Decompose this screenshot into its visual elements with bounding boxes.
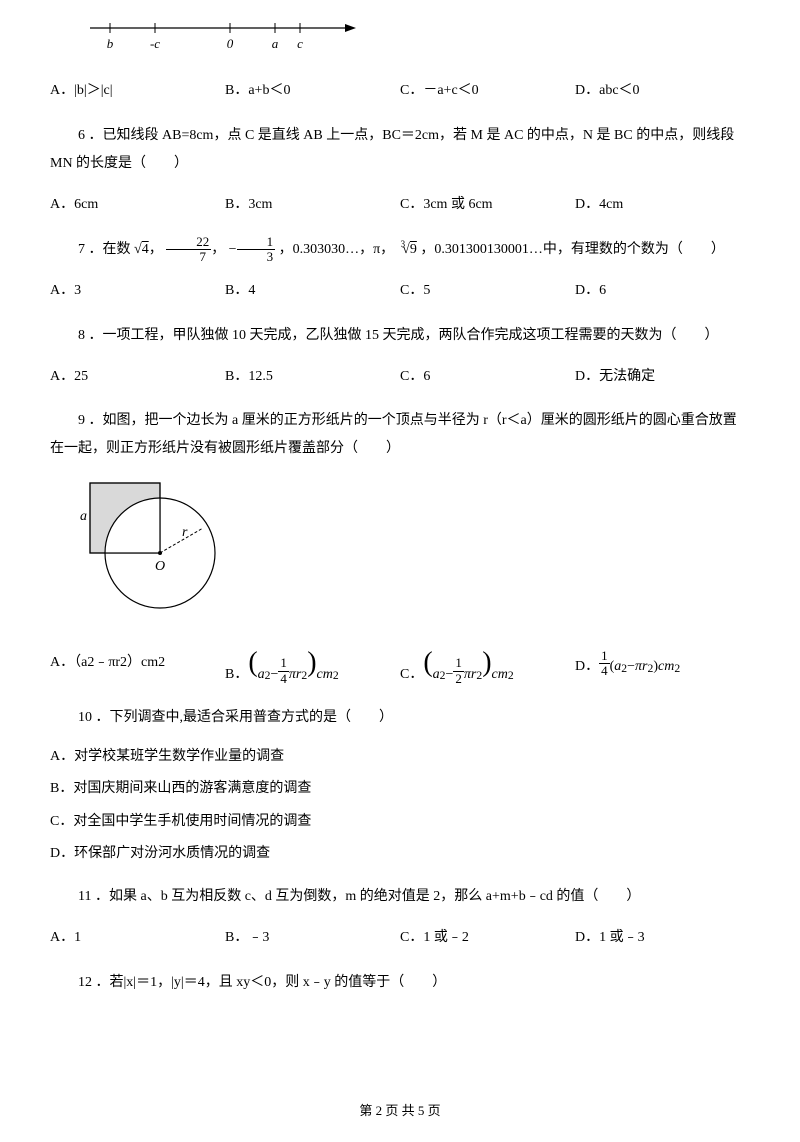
q7-mid: ，0.303030…，π， (279, 242, 395, 257)
q7-text: 7 ．在数 √4， 227， −13 ，0.303030…，π， 3√9 ，0.… (50, 235, 750, 265)
q8-opt-b: B．12.5 (225, 364, 400, 389)
q10-text: 10 ．下列调查中,最适合采用普查方式的是（ ） (50, 704, 750, 732)
q7-opt-c: C．5 (400, 278, 575, 303)
svg-text:r: r (182, 525, 188, 540)
frac-22-7: 227 (166, 235, 211, 265)
q5-opt-d: D．abc＜0 (575, 78, 750, 103)
q11-opt-b: B．﹣3 (225, 925, 400, 950)
svg-text:c: c (297, 36, 303, 51)
svg-text:a: a (272, 36, 279, 51)
q11-opt-d: D．1 或﹣3 (575, 925, 750, 950)
svg-text:0: 0 (227, 36, 234, 51)
q11-options: A．1 B．﹣3 C．1 或﹣2 D．1 或﹣3 (50, 925, 750, 950)
number-line-figure: b -c 0 a c (70, 10, 750, 63)
q6-opt-d: D．4cm (575, 192, 750, 217)
cbrt9: 3√9 (398, 242, 417, 257)
q9-opt-a: A．（a2﹣πr2）cm2 (50, 652, 225, 674)
q10-opt-b: B．对国庆期间来山西的游客满意度的调查 (50, 778, 750, 800)
q9-opt-c: C． (a2 − 12πr2)cm2 (400, 641, 575, 686)
svg-text:O: O (155, 559, 165, 574)
q7-opt-b: B．4 (225, 278, 400, 303)
q8-options: A．25 B．12.5 C．6 D．无法确定 (50, 364, 750, 389)
q8-opt-c: C．6 (400, 364, 575, 389)
q10-opt-c: C．对全国中学生手机使用时间情况的调查 (50, 811, 750, 833)
q6-text: 6 ．已知线段 AB=8cm，点 C 是直线 AB 上一点，BC＝2cm，若 M… (50, 122, 750, 178)
q8-opt-d: D．无法确定 (575, 364, 750, 389)
svg-text:-c: -c (150, 36, 160, 51)
q8-opt-a: A．25 (50, 364, 225, 389)
q8-text: 8 ．一项工程，甲队独做 10 天完成，乙队独做 15 天完成，两队合作完成这项… (50, 322, 750, 350)
q11-opt-c: C．1 或﹣2 (400, 925, 575, 950)
q9-options: A．（a2﹣πr2）cm2 B． (a2 − 14πr2)cm2 C． (a2 … (50, 641, 750, 686)
q9-text: 9 ．如图，把一个边长为 a 厘米的正方形纸片的一个顶点与半径为 r（r＜a）厘… (50, 407, 750, 463)
q5-opt-c: C．－a+c＜0 (400, 78, 575, 103)
q10-opt-a: A．对学校某班学生数学作业量的调查 (50, 746, 750, 768)
q9-figure: a r O (70, 478, 750, 626)
q6-opt-a: A．6cm (50, 192, 225, 217)
q9-opt-d: D． 14(a2 − πr2)cm2 (575, 649, 750, 679)
svg-text:a: a (80, 509, 87, 524)
page-footer: 第 2 页 共 5 页 (50, 1101, 750, 1122)
q11-text: 11 ．如果 a、b 互为相反数 c、d 互为倒数，m 的绝对值是 2，那么 a… (50, 883, 750, 911)
q6-opt-c: C．3cm 或 6cm (400, 192, 575, 217)
q12-text: 12 ．若|x|＝1，|y|＝4，且 xy＜0，则 x﹣y 的值等于（ ） (50, 969, 750, 997)
q6-options: A．6cm B．3cm C．3cm 或 6cm D．4cm (50, 192, 750, 217)
q6-opt-b: B．3cm (225, 192, 400, 217)
q7-opt-d: D．6 (575, 278, 750, 303)
q5-opt-b: B．a+b＜0 (225, 78, 400, 103)
q7-options: A．3 B．4 C．5 D．6 (50, 278, 750, 303)
frac-1-3: 13 (237, 235, 276, 265)
q9-svg: a r O (70, 478, 250, 618)
q9-opt-b: B． (a2 − 14πr2)cm2 (225, 641, 400, 686)
q10-opt-d: D．环保部广对汾河水质情况的调查 (50, 843, 750, 865)
q7-prefix: 7 ．在数 (78, 242, 131, 257)
sqrt4: √4 (134, 242, 149, 257)
q10-options: A．对学校某班学生数学作业量的调查 B．对国庆期间来山西的游客满意度的调查 C．… (50, 746, 750, 866)
svg-text:b: b (107, 36, 114, 51)
q7-suffix: ，0.301300130001…中，有理数的个数为（ ） (420, 242, 725, 257)
q11-opt-a: A．1 (50, 925, 225, 950)
q7-opt-a: A．3 (50, 278, 225, 303)
q5-options: A．|b|＞|c| B．a+b＜0 C．－a+c＜0 D．abc＜0 (50, 78, 750, 103)
number-line-svg: b -c 0 a c (70, 10, 370, 55)
q5-opt-a: A．|b|＞|c| (50, 78, 225, 103)
